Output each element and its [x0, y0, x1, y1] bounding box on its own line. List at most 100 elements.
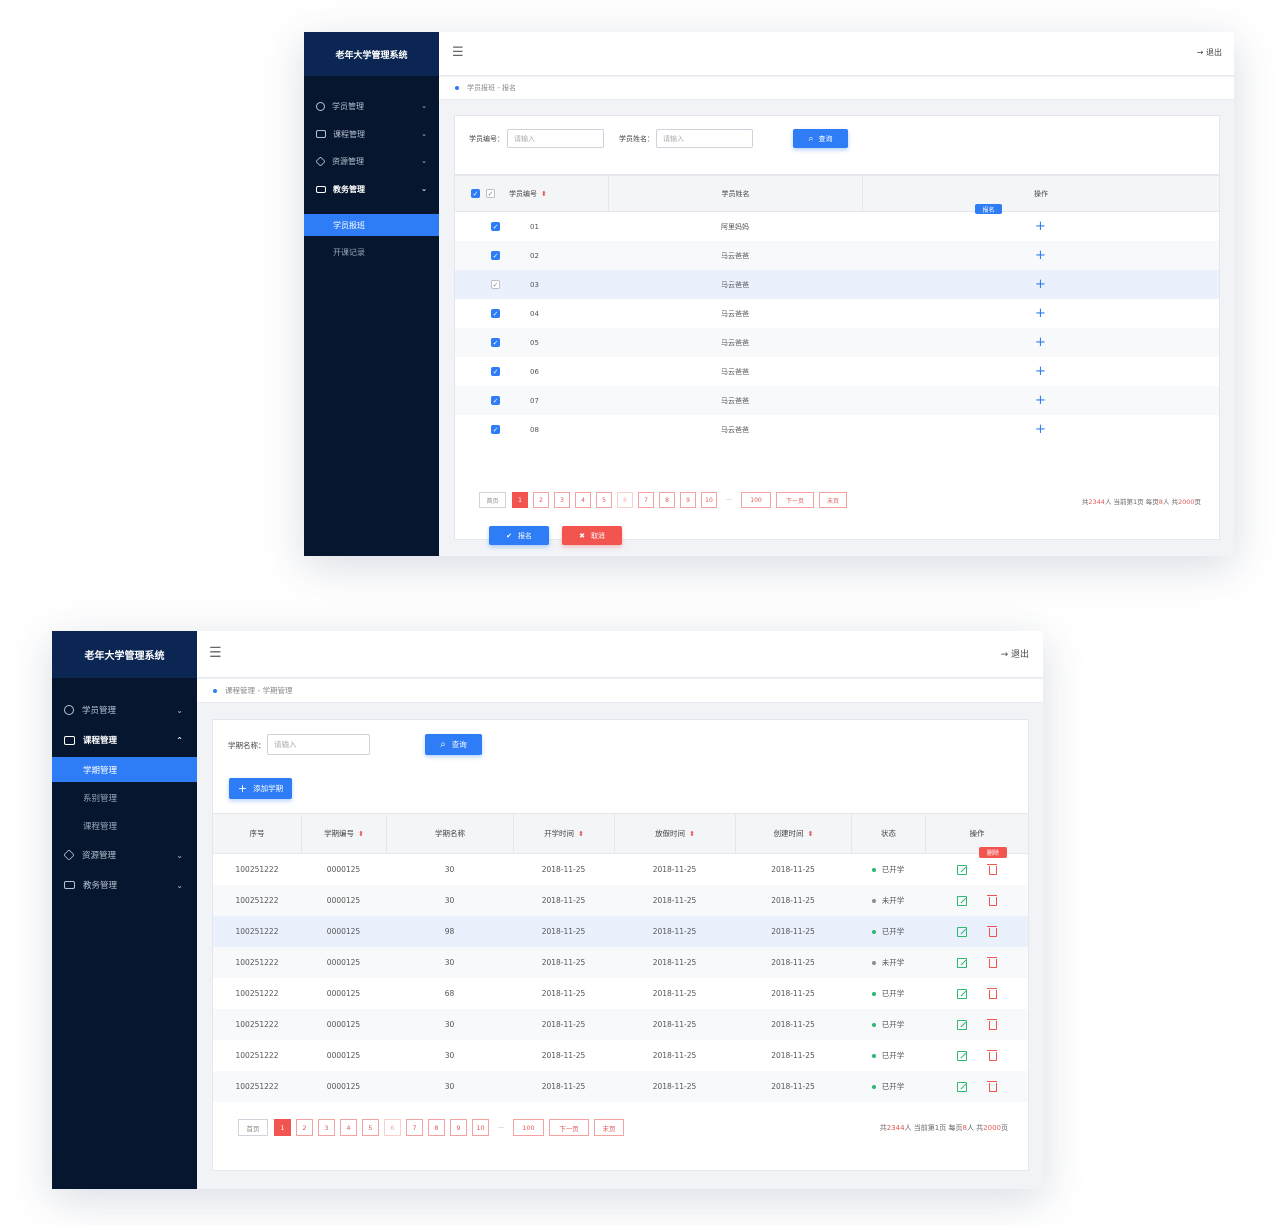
page-first[interactable]: 首页 [479, 492, 506, 508]
page-next[interactable]: 下一页 [776, 492, 814, 508]
delete-icon[interactable] [987, 864, 998, 875]
menu-student[interactable]: 学员管理 ⌄ [304, 96, 439, 116]
page-6[interactable]: 6 [384, 1119, 401, 1136]
submenu-course[interactable]: 课程管理 [52, 814, 197, 838]
row-checkbox[interactable]: ✓ [491, 280, 500, 289]
row-checkbox[interactable]: ✓ [491, 425, 500, 434]
enroll-plus-icon[interactable]: + [1035, 277, 1046, 292]
table-row[interactable]: 100251222 0000125 30 2018-11-25 2018-11-… [213, 854, 1028, 885]
page-7[interactable]: 7 [406, 1119, 423, 1136]
logout-button[interactable]: → 退出 [1001, 647, 1029, 660]
row-checkbox[interactable]: ✓ [491, 396, 500, 405]
edit-icon[interactable] [956, 1019, 967, 1030]
page-2[interactable]: 2 [533, 492, 549, 508]
query-button[interactable]: ⌕ 查询 [793, 129, 848, 148]
row-checkbox[interactable]: ✓ [491, 222, 500, 231]
row-checkbox[interactable]: ✓ [491, 309, 500, 318]
sort-icon[interactable]: ⬍ [578, 829, 584, 838]
page-100[interactable]: 100 [513, 1119, 544, 1136]
row-checkbox[interactable]: ✓ [491, 367, 500, 376]
logout-button[interactable]: → 退出 [1197, 47, 1222, 58]
row-checkbox[interactable]: ✓ [491, 251, 500, 260]
delete-icon[interactable] [987, 895, 998, 906]
page-2[interactable]: 2 [296, 1119, 313, 1136]
row-checkbox[interactable]: ✓ [491, 338, 500, 347]
page-10[interactable]: 10 [472, 1119, 489, 1136]
enroll-plus-icon[interactable]: + [1035, 219, 1046, 234]
table-row[interactable]: 100251222 0000125 30 2018-11-25 2018-11-… [213, 885, 1028, 916]
page-4[interactable]: 4 [575, 492, 591, 508]
enroll-button[interactable]: ✔ 报名 [489, 526, 549, 545]
edit-icon[interactable] [956, 957, 967, 968]
enroll-plus-icon[interactable]: + [1035, 364, 1046, 379]
page-3[interactable]: 3 [318, 1119, 335, 1136]
table-row[interactable]: 100251222 0000125 30 2018-11-25 2018-11-… [213, 1071, 1028, 1102]
edit-icon[interactable] [956, 988, 967, 999]
menu-course[interactable]: 课程管理 ⌃ [52, 730, 197, 750]
page-5[interactable]: 5 [362, 1119, 379, 1136]
submenu-enroll[interactable]: 学员报班 [304, 214, 439, 236]
select-all-checkbox-secondary[interactable]: ✓ [486, 189, 495, 198]
enroll-plus-icon[interactable]: + [1035, 248, 1046, 263]
enroll-plus-icon[interactable]: + [1035, 335, 1046, 350]
table-row[interactable]: 100251222 0000125 30 2018-11-25 2018-11-… [213, 1040, 1028, 1071]
select-all-checkbox[interactable]: ✓ [471, 189, 480, 198]
add-semester-button[interactable]: + 添加学期 [229, 778, 292, 799]
menu-resource[interactable]: 资源管理 ⌄ [52, 845, 197, 865]
delete-icon[interactable] [987, 1019, 998, 1030]
delete-icon[interactable] [987, 988, 998, 999]
menu-course[interactable]: 课程管理 ⌄ [304, 124, 439, 144]
delete-icon[interactable] [987, 926, 998, 937]
student-id-input[interactable]: 请输入 [507, 129, 604, 148]
col-start[interactable]: 开学时间 [544, 829, 575, 838]
page-3[interactable]: 3 [554, 492, 570, 508]
student-name-input[interactable]: 请输入 [656, 129, 753, 148]
submenu-records[interactable]: 开课记录 [304, 241, 439, 263]
delete-icon[interactable] [987, 957, 998, 968]
page-100[interactable]: 100 [741, 492, 771, 508]
page-first[interactable]: 首页 [238, 1119, 268, 1136]
menu-resource[interactable]: 资源管理 ⌄ [304, 151, 439, 171]
page-6[interactable]: 6 [617, 492, 633, 508]
edit-icon[interactable] [956, 1081, 967, 1092]
edit-icon[interactable] [956, 864, 967, 875]
edit-icon[interactable] [956, 1050, 967, 1061]
enroll-plus-icon[interactable]: + [1035, 393, 1046, 408]
page-7[interactable]: 7 [638, 492, 654, 508]
submenu-department[interactable]: 系别管理 [52, 786, 197, 810]
table-row[interactable]: 100251222 0000125 98 2018-11-25 2018-11-… [213, 916, 1028, 947]
cancel-button[interactable]: ✖ 取消 [562, 526, 622, 545]
menu-toggle-icon[interactable]: ☰ [209, 645, 222, 661]
sort-icon[interactable]: ⬍ [689, 829, 695, 838]
page-8[interactable]: 8 [659, 492, 675, 508]
sort-icon[interactable]: ⬍ [807, 829, 814, 838]
edit-icon[interactable] [956, 926, 967, 937]
page-next[interactable]: 下一页 [549, 1119, 589, 1136]
page-last[interactable]: 末页 [594, 1119, 624, 1136]
table-row[interactable]: 100251222 0000125 30 2018-11-25 2018-11-… [213, 1009, 1028, 1040]
table-row[interactable]: ✓ 02 马云爸爸 + [455, 241, 1219, 270]
page-9[interactable]: 9 [450, 1119, 467, 1136]
table-row[interactable]: ✓ 06 马云爸爸 + [455, 357, 1219, 386]
col-created[interactable]: 创建时间 [773, 829, 804, 838]
menu-toggle-icon[interactable]: ☰ [452, 45, 464, 60]
table-row[interactable]: 100251222 0000125 30 2018-11-25 2018-11-… [213, 947, 1028, 978]
page-1[interactable]: 1 [274, 1119, 291, 1136]
table-row[interactable]: ✓ 05 马云爸爸 + [455, 328, 1219, 357]
submenu-semester[interactable]: 学期管理 [52, 757, 197, 782]
page-9[interactable]: 9 [680, 492, 696, 508]
table-row[interactable]: ✓ 08 马云爸爸 + [455, 415, 1219, 444]
sort-icon[interactable]: ⬍ [541, 189, 547, 198]
menu-academic[interactable]: 教务管理 ⌄ [52, 875, 197, 895]
page-5[interactable]: 5 [596, 492, 612, 508]
page-1[interactable]: 1 [512, 492, 528, 508]
page-8[interactable]: 8 [428, 1119, 445, 1136]
col-end[interactable]: 放假时间 [655, 829, 686, 838]
menu-student[interactable]: 学员管理 ⌄ [52, 700, 197, 720]
table-row[interactable]: ✓ 04 马云爸爸 + [455, 299, 1219, 328]
edit-icon[interactable] [956, 895, 967, 906]
semester-name-input[interactable]: 请输入 [267, 734, 370, 755]
col-student-id[interactable]: 学员编号 [509, 189, 537, 198]
table-row[interactable]: ✓ 03 马云爸爸 + [455, 270, 1219, 299]
query-button[interactable]: ⌕ 查询 [425, 734, 482, 755]
